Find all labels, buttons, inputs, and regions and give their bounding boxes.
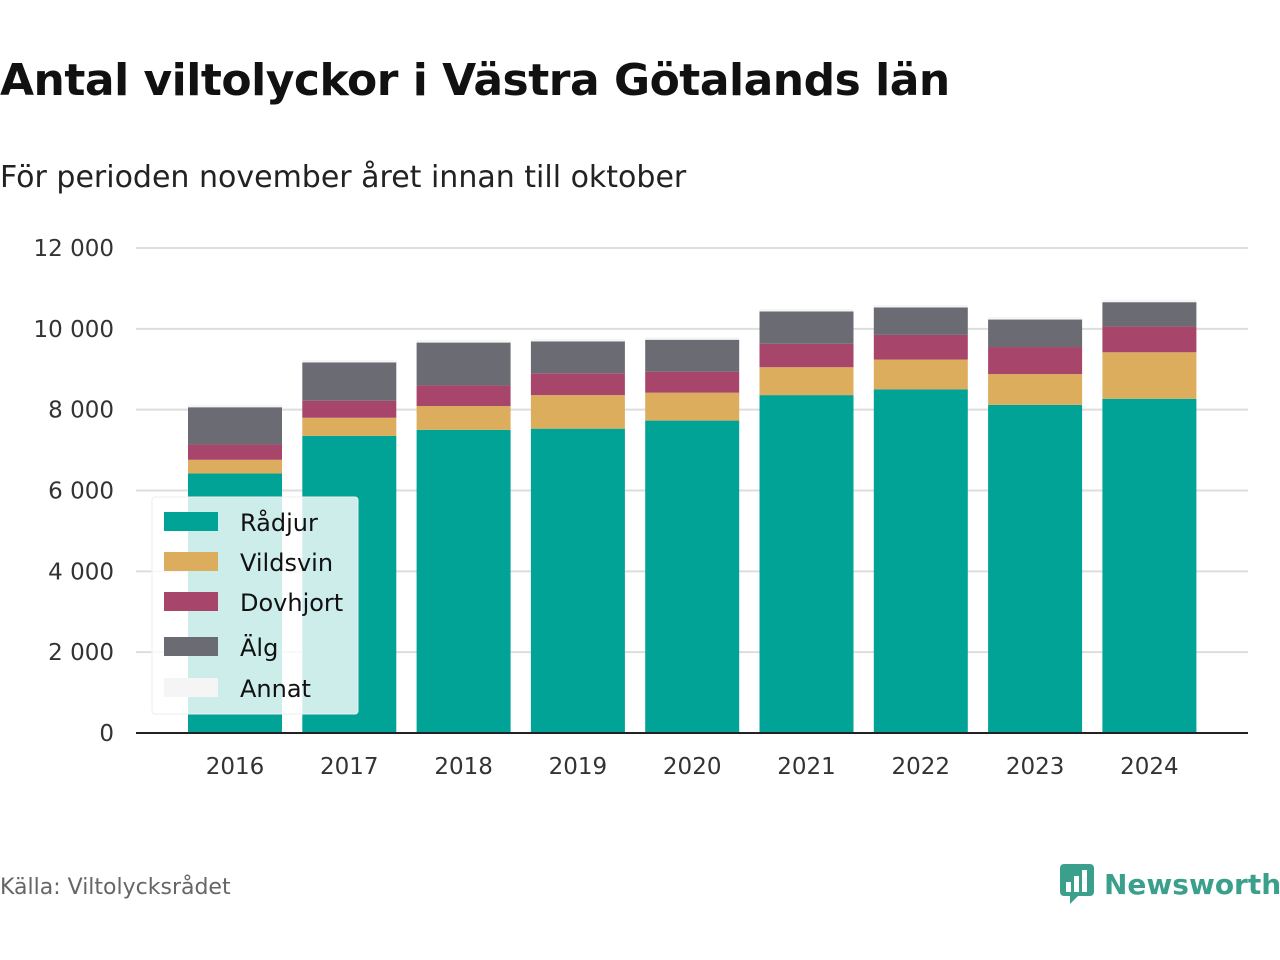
- x-axis-ticks: 2016 2017 2018 2019 2020 2021 2022 2023 2024: [206, 754, 1179, 780]
- bar-segment: [530, 428, 625, 733]
- brand-logo: Newsworthy: [1058, 862, 1280, 906]
- bar-segment: [645, 392, 740, 421]
- legend-label: Rådjur: [240, 508, 318, 537]
- x-tick-label: 2019: [549, 754, 608, 780]
- bar-segment: [645, 371, 740, 393]
- bar-segment: [188, 444, 282, 460]
- chart-title: Antal viltolyckor i Västra Götalands län: [0, 55, 950, 106]
- legend-box: [151, 496, 359, 715]
- bar-segment: [416, 385, 511, 407]
- bar-segment: [1102, 326, 1197, 353]
- bar-segment: [530, 395, 625, 429]
- bar-segment: [530, 341, 625, 374]
- legend: Rådjur Vildsvin Dovhjort Älg Annat: [151, 496, 359, 715]
- bar-segment: [302, 362, 397, 401]
- bar-segment: [1102, 352, 1197, 399]
- bar-segment: [302, 359, 397, 363]
- chart-subtitle: För perioden november året innan till ok…: [0, 160, 687, 195]
- bar-segment: [530, 373, 625, 396]
- y-axis-ticks: 0 2 000 4 000 6 000 8 000 10 000 12 000: [34, 236, 114, 747]
- bar-segment: [759, 309, 854, 312]
- legend-swatch: [164, 678, 218, 697]
- brand-name: Newsworthy: [1104, 867, 1280, 901]
- bar-segment: [1102, 299, 1197, 303]
- bar-segment: [988, 404, 1083, 733]
- bar-segment: [873, 334, 968, 360]
- bar-segment: [188, 407, 282, 445]
- bar-segment: [1102, 398, 1197, 733]
- bar-segment: [416, 342, 511, 386]
- y-tick-label: 12 000: [34, 236, 114, 262]
- x-tick-label: 2020: [663, 754, 722, 780]
- x-tick-label: 2023: [1006, 754, 1065, 780]
- bar-segment: [645, 339, 740, 372]
- bar-segment: [759, 311, 854, 344]
- bar-segment: [759, 395, 854, 733]
- bar-segment: [988, 319, 1083, 348]
- bar-segment: [302, 400, 397, 418]
- y-tick-label: 2 000: [48, 640, 114, 666]
- x-tick-label: 2022: [892, 754, 951, 780]
- bar-segment: [188, 459, 282, 474]
- bar-segment: [873, 304, 968, 308]
- x-tick-label: 2017: [320, 754, 379, 780]
- bar-segment: [873, 389, 968, 733]
- y-tick-label: 0: [99, 721, 114, 747]
- x-tick-label: 2024: [1120, 754, 1179, 780]
- bar-segment: [873, 359, 968, 390]
- bar-segment: [1102, 302, 1197, 327]
- bar-segment: [873, 307, 968, 335]
- bar-segment: [188, 404, 282, 408]
- bar-segment: [416, 429, 511, 733]
- y-tick-label: 4 000: [48, 559, 114, 585]
- bar-segment: [759, 367, 854, 396]
- y-tick-label: 10 000: [34, 317, 114, 343]
- bar-segment: [988, 347, 1083, 375]
- x-tick-label: 2018: [434, 754, 493, 780]
- legend-swatch: [164, 592, 218, 611]
- bar-segment: [759, 343, 854, 368]
- legend-swatch: [164, 512, 218, 531]
- legend-swatch: [164, 552, 218, 571]
- bar-segment: [416, 340, 511, 343]
- y-tick-label: 6 000: [48, 479, 114, 505]
- x-tick-label: 2016: [206, 754, 265, 780]
- bar-segment: [988, 317, 1083, 320]
- source-note: Källa: Viltolycksrådet: [0, 875, 231, 900]
- bar-segment: [988, 374, 1083, 405]
- legend-swatch: [164, 637, 218, 656]
- bar-segment: [645, 420, 740, 733]
- newsworthy-logo-icon: [1060, 864, 1094, 904]
- bar-segment: [416, 406, 511, 430]
- legend-label: Älg: [240, 633, 278, 662]
- legend-label: Vildsvin: [240, 549, 333, 577]
- legend-label: Dovhjort: [240, 589, 343, 617]
- legend-label: Annat: [240, 675, 311, 703]
- y-tick-label: 8 000: [48, 398, 114, 424]
- bar-segment: [645, 337, 740, 340]
- bar-segment: [530, 338, 625, 342]
- bar-segment: [302, 417, 397, 436]
- x-tick-label: 2021: [777, 754, 836, 780]
